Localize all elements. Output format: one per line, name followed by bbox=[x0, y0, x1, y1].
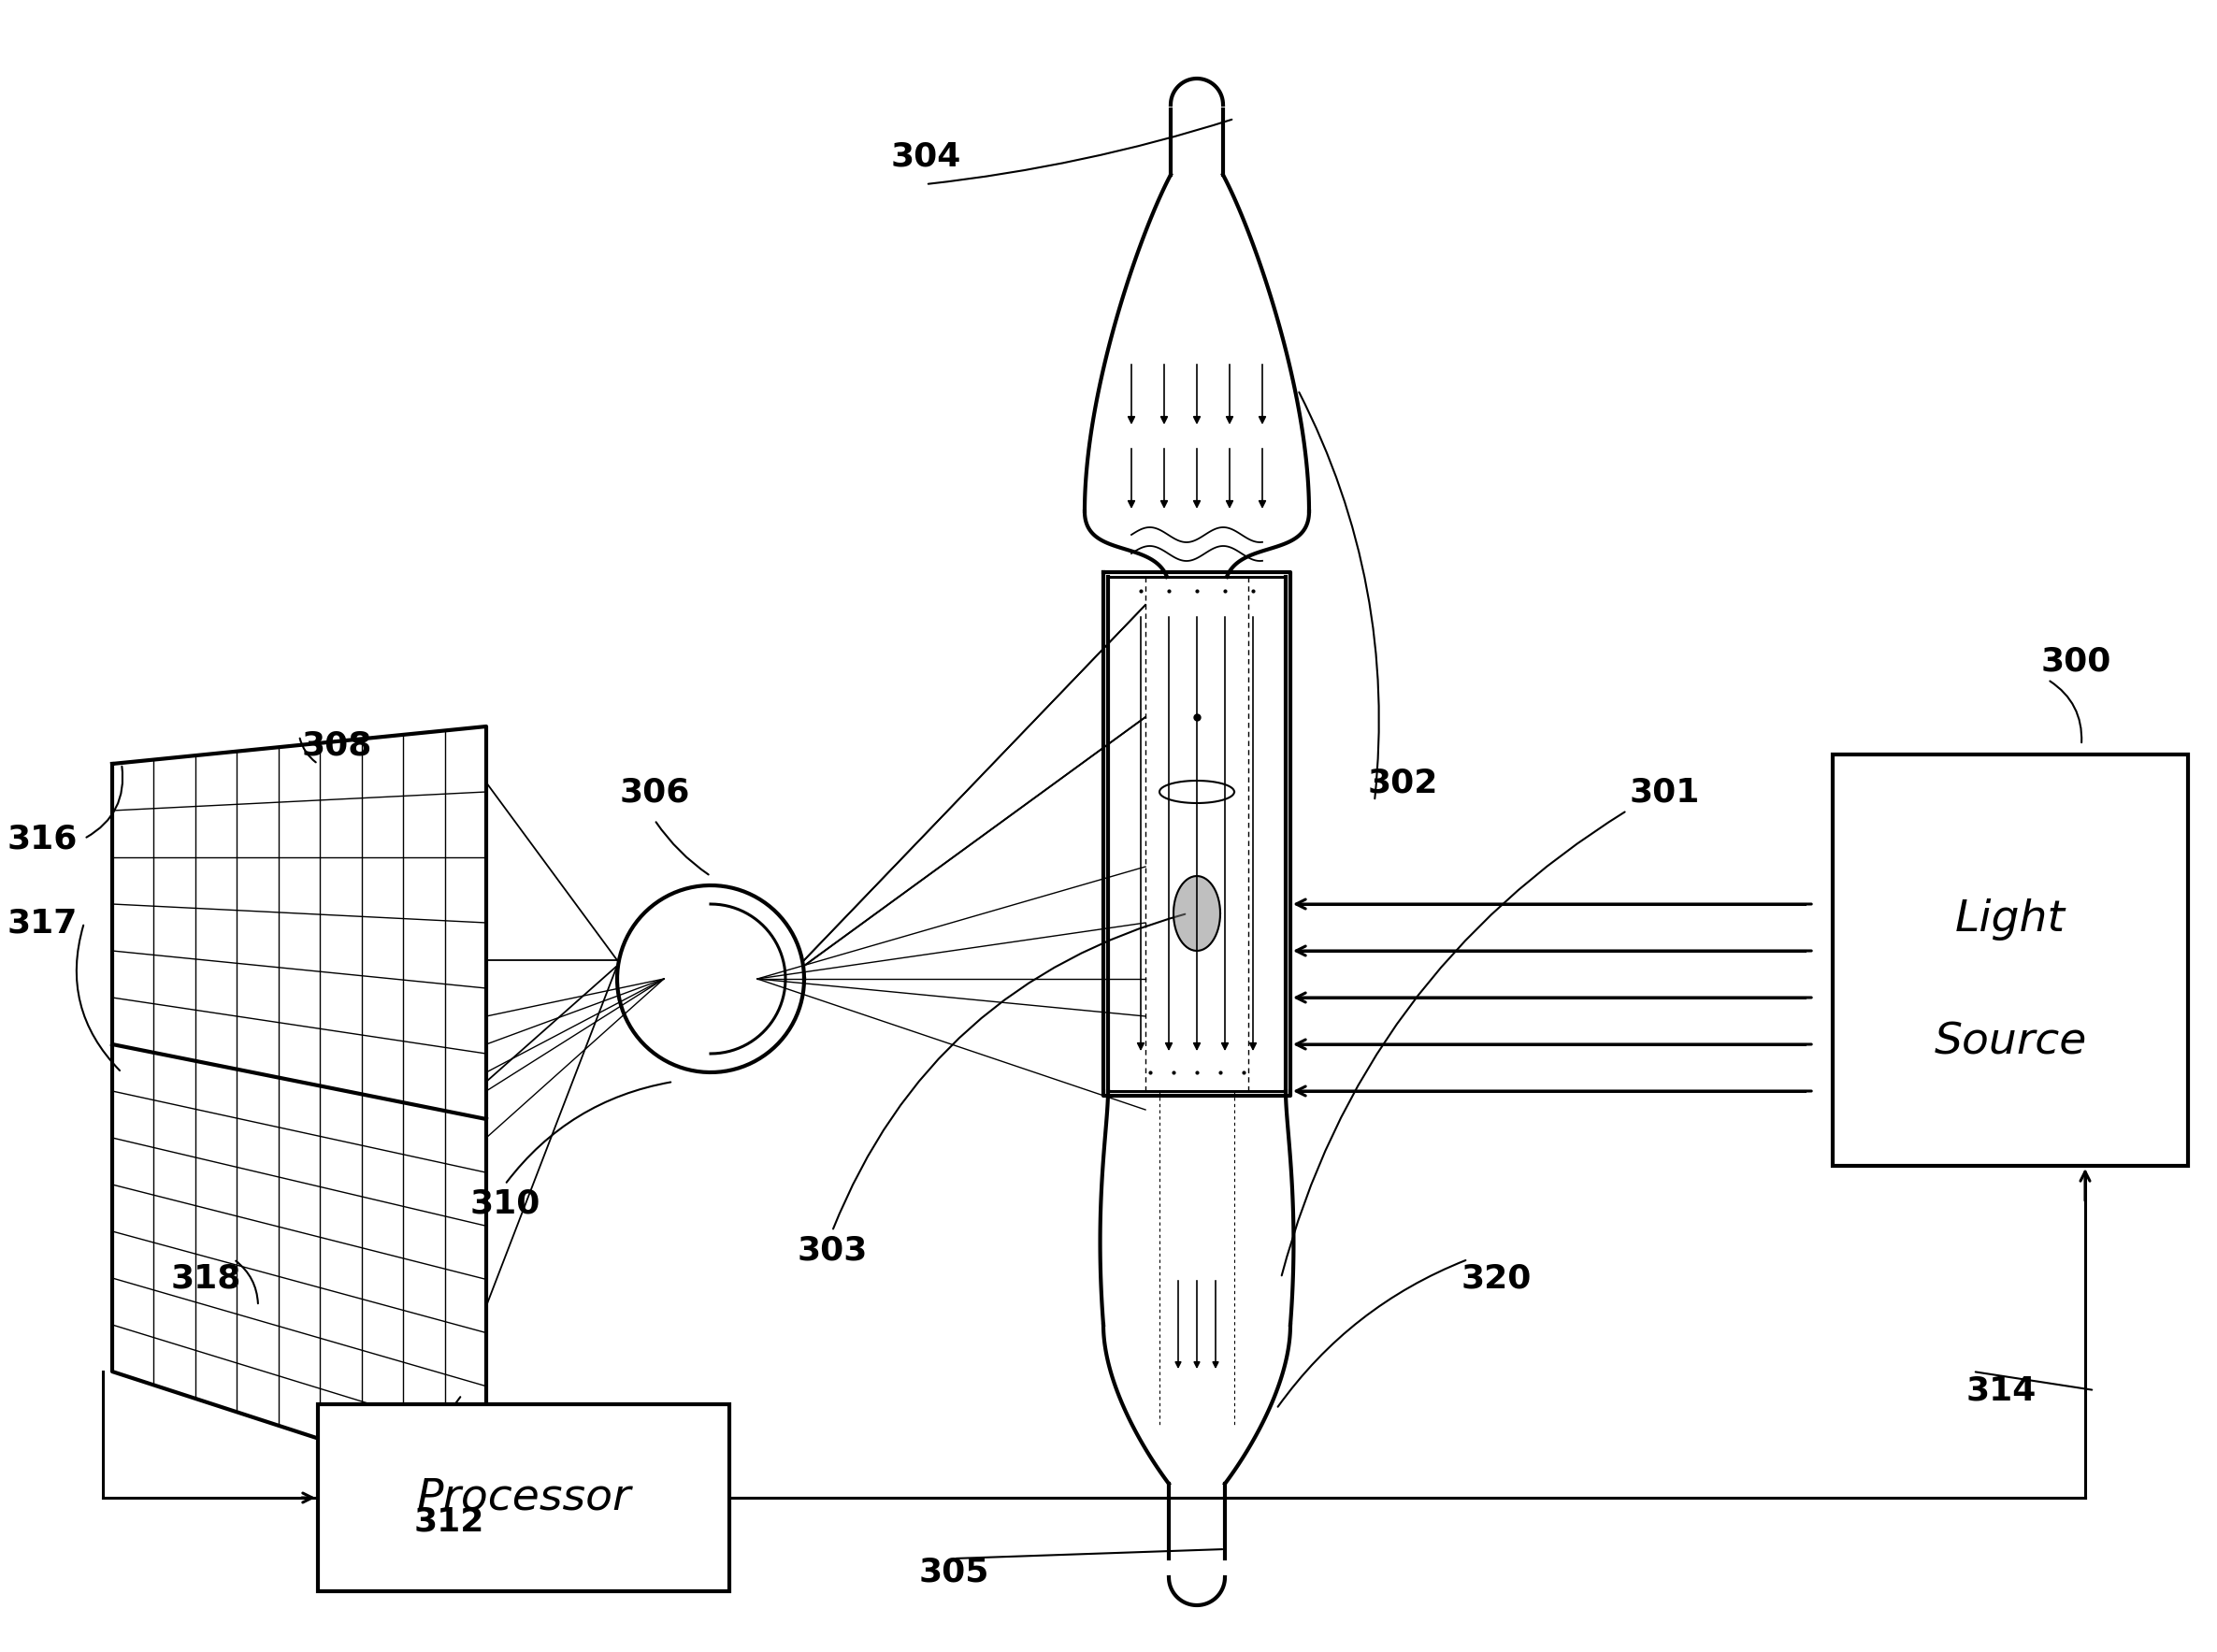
Text: 312: 312 bbox=[415, 1505, 483, 1536]
Text: 308: 308 bbox=[302, 729, 372, 762]
Text: 300: 300 bbox=[2040, 644, 2111, 677]
Text: 310: 310 bbox=[470, 1188, 541, 1219]
Text: 301: 301 bbox=[1629, 776, 1700, 808]
Text: Processor: Processor bbox=[417, 1477, 632, 1518]
Text: 302: 302 bbox=[1368, 767, 1439, 798]
Text: 318: 318 bbox=[171, 1262, 242, 1294]
FancyBboxPatch shape bbox=[1833, 755, 2188, 1166]
Text: Light: Light bbox=[1955, 899, 2066, 940]
Text: 305: 305 bbox=[918, 1556, 989, 1589]
Text: 314: 314 bbox=[1966, 1374, 2035, 1406]
FancyBboxPatch shape bbox=[317, 1404, 729, 1591]
Text: 306: 306 bbox=[619, 776, 689, 808]
Text: 320: 320 bbox=[1461, 1262, 1532, 1294]
Text: 304: 304 bbox=[891, 140, 960, 172]
Text: Source: Source bbox=[1933, 1021, 2086, 1064]
Polygon shape bbox=[1173, 876, 1219, 952]
Text: 317: 317 bbox=[7, 907, 78, 938]
Text: 303: 303 bbox=[796, 1234, 867, 1265]
Text: 316: 316 bbox=[7, 823, 78, 854]
